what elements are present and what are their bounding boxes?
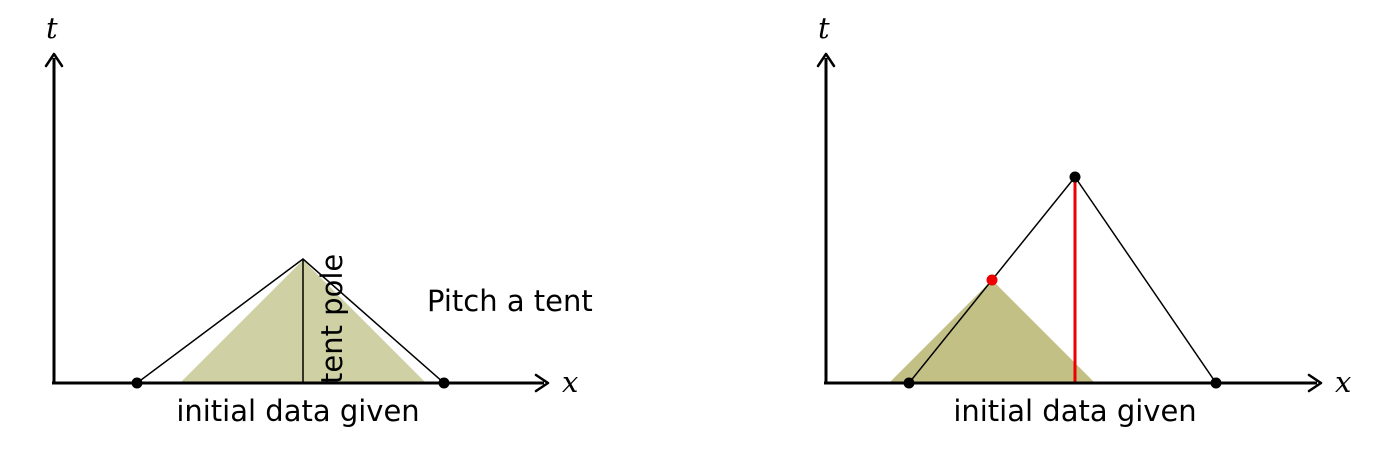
left-initial-data-caption: initial data given [176,394,419,428]
right-t-axis-label: t [818,11,830,45]
right-base-point-right [1210,377,1222,389]
left-t-axis-label: t [46,11,58,45]
left-base-point-right [438,377,450,389]
right-apex-point [1069,171,1081,183]
right-t-axis-arrowhead [816,52,836,68]
right-tent-shaded [889,280,1095,383]
left-panel: t x tent pole initial data given Pitch a… [44,11,593,428]
right-x-axis-arrowhead [1307,373,1323,393]
right-initial-data-caption: initial data given [953,394,1196,428]
right-panel: t x initial data given [816,11,1351,428]
pitch-a-tent-label: Pitch a tent [427,284,593,318]
left-base-point-left [131,377,143,389]
left-tent-pole-label: tent pole [315,254,349,384]
left-x-axis-label: x [562,365,578,399]
left-x-axis-arrowhead [534,373,550,393]
right-base-point-left [903,377,915,389]
right-x-axis-label: x [1335,365,1351,399]
left-t-axis-arrowhead [44,52,64,68]
right-red-point [986,274,998,286]
